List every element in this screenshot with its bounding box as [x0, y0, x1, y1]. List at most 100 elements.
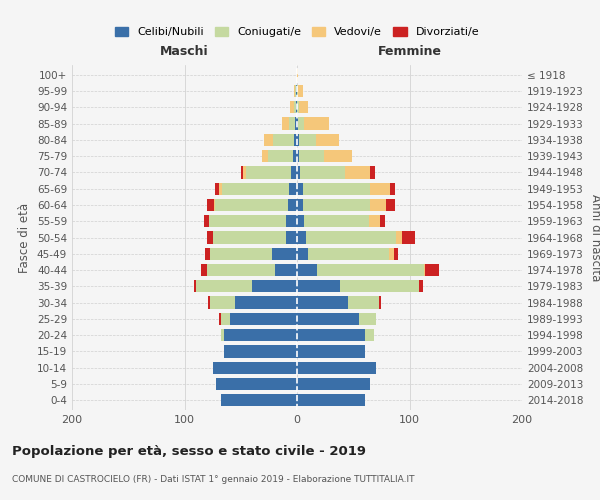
Bar: [365, 329, 373, 341]
Bar: [298, 85, 302, 97]
Bar: [419, 280, 423, 292]
Bar: [220, 182, 221, 195]
Bar: [302, 182, 370, 195]
Bar: [304, 215, 369, 228]
Bar: [292, 166, 297, 178]
Bar: [347, 296, 379, 308]
Bar: [216, 378, 297, 390]
Y-axis label: Fasce di età: Fasce di età: [19, 202, 31, 272]
Bar: [396, 232, 401, 243]
Bar: [202, 264, 207, 276]
Bar: [370, 199, 386, 211]
Bar: [296, 85, 297, 97]
Bar: [389, 248, 394, 260]
Bar: [297, 280, 340, 292]
Bar: [301, 166, 346, 178]
Bar: [297, 378, 370, 390]
Bar: [229, 313, 297, 325]
Bar: [283, 118, 289, 130]
Bar: [215, 199, 288, 211]
Bar: [297, 182, 302, 195]
Bar: [297, 362, 376, 374]
Bar: [224, 346, 297, 358]
Bar: [379, 296, 382, 308]
Bar: [297, 215, 304, 228]
Bar: [208, 296, 211, 308]
Bar: [215, 182, 220, 195]
Bar: [203, 215, 209, 228]
Bar: [299, 150, 324, 162]
Bar: [286, 232, 297, 243]
Bar: [212, 362, 297, 374]
Bar: [297, 296, 347, 308]
Bar: [252, 280, 297, 292]
Bar: [296, 101, 297, 114]
Bar: [295, 85, 296, 97]
Bar: [207, 199, 214, 211]
Bar: [297, 134, 299, 146]
Bar: [196, 280, 252, 292]
Bar: [316, 134, 338, 146]
Bar: [297, 85, 298, 97]
Bar: [394, 248, 398, 260]
Legend: Celibi/Nubili, Coniugati/e, Vedovi/e, Divorziati/e: Celibi/Nubili, Coniugati/e, Vedovi/e, Di…: [110, 22, 484, 42]
Bar: [289, 118, 295, 130]
Bar: [346, 166, 370, 178]
Text: Popolazione per età, sesso e stato civile - 2019: Popolazione per età, sesso e stato civil…: [12, 445, 366, 458]
Bar: [220, 313, 221, 325]
Bar: [317, 264, 424, 276]
Bar: [293, 150, 297, 162]
Bar: [297, 264, 317, 276]
Bar: [293, 85, 295, 97]
Text: Maschi: Maschi: [160, 44, 209, 58]
Bar: [297, 118, 298, 130]
Bar: [247, 166, 292, 178]
Bar: [289, 182, 297, 195]
Bar: [297, 329, 365, 341]
Bar: [424, 264, 425, 276]
Bar: [297, 68, 298, 81]
Text: COMUNE DI CASTROCIELO (FR) - Dati ISTAT 1° gennaio 2019 - Elaborazione TUTTITALI: COMUNE DI CASTROCIELO (FR) - Dati ISTAT …: [12, 475, 415, 484]
Bar: [359, 313, 376, 325]
Bar: [306, 232, 396, 243]
Bar: [369, 215, 380, 228]
Bar: [241, 166, 243, 178]
Bar: [268, 150, 293, 162]
Bar: [288, 199, 297, 211]
Bar: [207, 232, 212, 243]
Bar: [297, 199, 302, 211]
Bar: [262, 150, 268, 162]
Bar: [221, 394, 297, 406]
Bar: [297, 232, 306, 243]
Bar: [207, 264, 275, 276]
Bar: [293, 101, 296, 114]
Bar: [391, 182, 395, 195]
Bar: [295, 118, 297, 130]
Bar: [298, 118, 304, 130]
Bar: [243, 166, 247, 178]
Bar: [297, 166, 301, 178]
Bar: [272, 248, 297, 260]
Bar: [193, 280, 196, 292]
Bar: [299, 101, 308, 114]
Bar: [297, 346, 365, 358]
Bar: [308, 248, 389, 260]
Bar: [265, 134, 274, 146]
Bar: [370, 182, 391, 195]
Bar: [275, 264, 297, 276]
Bar: [221, 313, 229, 325]
Bar: [211, 296, 235, 308]
Bar: [304, 118, 329, 130]
Bar: [297, 313, 359, 325]
Text: Femmine: Femmine: [377, 44, 442, 58]
Bar: [297, 394, 365, 406]
Bar: [293, 134, 297, 146]
Bar: [211, 248, 272, 260]
Bar: [302, 199, 370, 211]
Bar: [297, 101, 299, 114]
Bar: [274, 134, 293, 146]
Bar: [386, 199, 395, 211]
Bar: [401, 232, 415, 243]
Bar: [425, 264, 439, 276]
Bar: [205, 248, 211, 260]
